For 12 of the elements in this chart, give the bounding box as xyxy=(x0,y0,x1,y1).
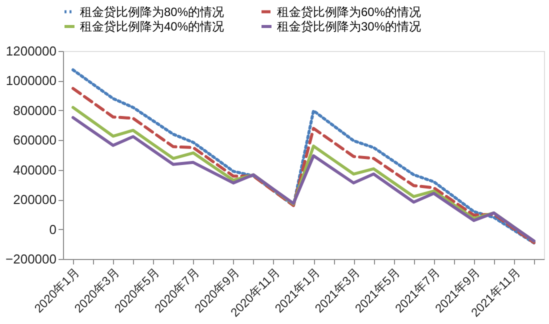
y-tick-label: 600000 xyxy=(13,132,56,148)
legend-label: 租金贷比例降为40%的情况 xyxy=(80,20,224,34)
y-tick-label: 1200000 xyxy=(6,44,56,58)
legend-label: 租金贷比例降为80%的情况 xyxy=(80,4,224,19)
y-tick-label: 200000 xyxy=(13,192,56,208)
y-tick-label: −200000 xyxy=(6,252,56,266)
y-tick-label: 0 xyxy=(49,222,56,237)
legend-label: 租金贷比例降为30%的情况 xyxy=(277,20,422,34)
y-tick-label: 1000000 xyxy=(6,73,56,88)
legend-label: 租金贷比例降为60%的情况 xyxy=(277,4,422,19)
y-tick-label: 800000 xyxy=(13,102,56,118)
y-tick-label: 400000 xyxy=(13,162,56,178)
